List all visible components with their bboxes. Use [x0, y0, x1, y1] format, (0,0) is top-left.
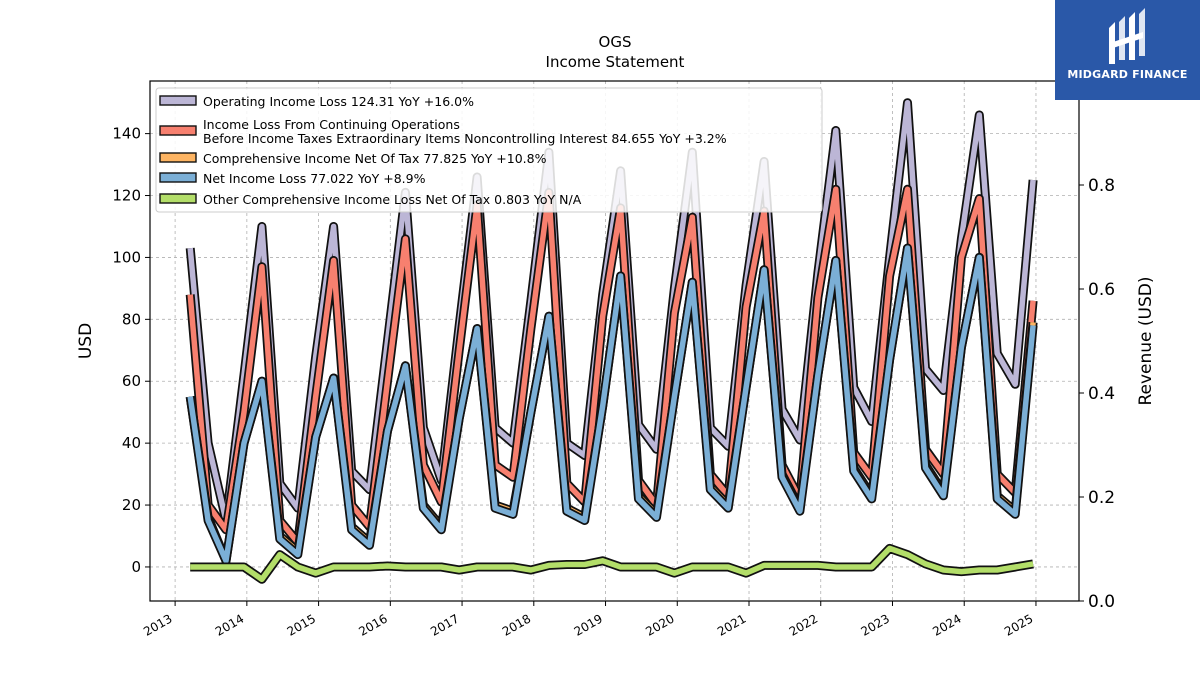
y-right-tick-label: 0.8: [1088, 176, 1115, 196]
legend-label-4: Other Comprehensive Income Loss Net Of T…: [203, 192, 582, 207]
y-tick-label: 100: [112, 248, 141, 266]
legend-label-3: Net Income Loss 77.022 YoY +8.9%: [203, 171, 426, 186]
y-tick-label: 20: [122, 496, 141, 514]
plot-frame: [149, 80, 1080, 602]
legend-label-1: Income Loss From Continuing Operations Be…: [203, 117, 727, 146]
y-tick-label: 0: [131, 558, 141, 576]
brand-mark-icon: [1109, 8, 1145, 64]
y-right-tick-label: 0.6: [1088, 280, 1115, 300]
y-tick-label: 60: [122, 372, 141, 390]
y-right-tick-label: 0.0: [1088, 592, 1115, 612]
x-tick-label: 2016: [356, 611, 389, 638]
y-tick-label: 40: [122, 434, 141, 452]
x-tick-label: 2020: [643, 611, 676, 638]
chart-title: OGS: [599, 33, 632, 51]
legend-label-0: Operating Income Loss 124.31 YoY +16.0%: [203, 94, 474, 109]
y-tick-label: 120: [112, 187, 141, 205]
x-tick-label: 2023: [859, 611, 892, 638]
series-line-3: [187, 245, 1036, 564]
x-tick-label: 2021: [715, 611, 748, 638]
y-axis-label-left: USD: [76, 323, 96, 359]
legend-swatch-2: [159, 152, 197, 163]
x-tick-label: 2013: [141, 611, 174, 638]
y-tick-label: 140: [112, 125, 141, 143]
brand-logo: MIDGARD FINANCE: [1055, 0, 1200, 100]
legend-swatch-3: [159, 172, 197, 183]
y-right-tick-label: 0.4: [1088, 384, 1115, 404]
series-layer: [185, 98, 1038, 584]
chart-subtitle: Income Statement: [546, 53, 685, 71]
legend: Operating Income Loss 124.31 YoY +16.0% I…: [155, 87, 823, 213]
x-tick-label: 2014: [213, 611, 246, 638]
y-axis-label-right: Revenue (USD): [1136, 276, 1156, 405]
legend-label-2: Comprehensive Income Net Of Tax 77.825 Y…: [203, 151, 547, 166]
x-tick-label: 2015: [285, 611, 318, 638]
legend-swatch-1: [159, 125, 197, 136]
series-line-4: [190, 545, 1034, 583]
x-tick-label: 2022: [787, 611, 820, 638]
x-tick-label: 2019: [572, 611, 605, 638]
brand-name: MIDGARD FINANCE: [1067, 68, 1188, 81]
x-tick-label: 2018: [500, 611, 533, 638]
x-tick-label: 2024: [930, 611, 963, 638]
legend-swatch-4: [159, 193, 197, 204]
x-tick-label: 2017: [428, 611, 461, 638]
series-line-0: [187, 99, 1036, 524]
legend-swatch-0: [159, 95, 197, 106]
y-right-tick-label: 0.2: [1088, 488, 1115, 508]
x-tick-label: 2025: [1002, 611, 1035, 638]
y-tick-label: 80: [122, 310, 141, 328]
series-line-1: [187, 186, 1036, 545]
legend-box: [155, 87, 823, 213]
